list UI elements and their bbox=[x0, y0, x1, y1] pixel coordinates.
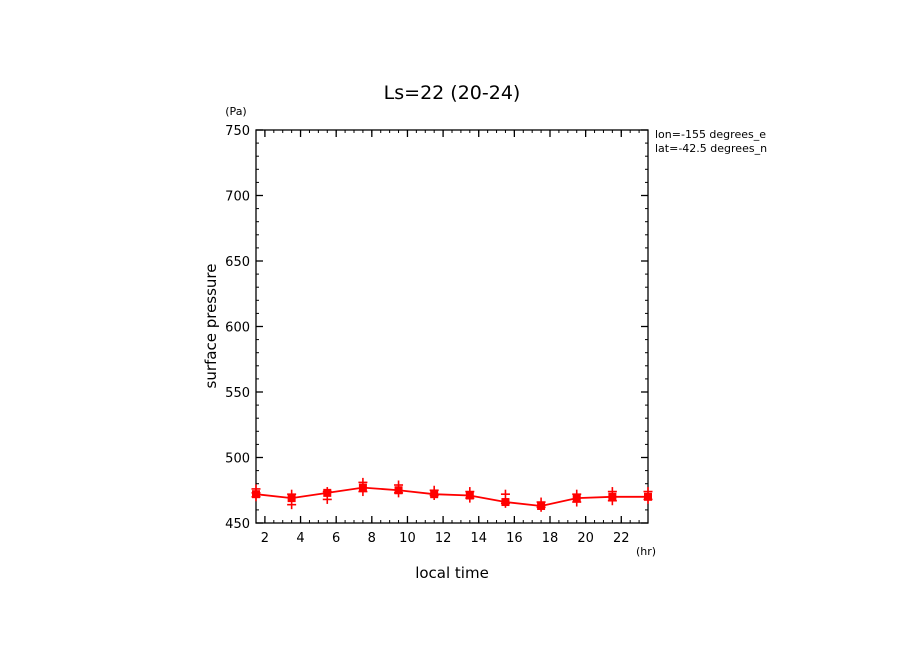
sample-plus-marker bbox=[643, 494, 653, 504]
x-tick-label: 22 bbox=[613, 531, 630, 546]
sample-plus-marker bbox=[358, 487, 368, 497]
x-tick-label: 6 bbox=[332, 531, 340, 546]
sample-plus-marker bbox=[358, 477, 368, 487]
x-tick-label: 10 bbox=[399, 531, 416, 546]
y-tick-label: 700 bbox=[225, 190, 250, 205]
y-tick-label: 450 bbox=[225, 517, 250, 532]
sample-plus-marker bbox=[536, 502, 546, 512]
sample-plus-marker bbox=[607, 496, 617, 506]
x-axis-label: local time bbox=[415, 564, 489, 582]
chart-title: Ls=22 (20-24) bbox=[384, 82, 521, 104]
x-tick-label: 18 bbox=[542, 531, 559, 546]
y-tick-label: 550 bbox=[225, 386, 250, 401]
sample-plus-marker bbox=[394, 488, 404, 498]
y-tick-label: 500 bbox=[225, 452, 250, 467]
y-tick-label: 750 bbox=[225, 124, 250, 139]
y-tick-label: 650 bbox=[225, 255, 250, 270]
sample-plus-marker bbox=[572, 489, 582, 499]
sample-plus-marker bbox=[607, 487, 617, 497]
sample-plus-marker bbox=[643, 487, 653, 497]
x-unit-label: (hr) bbox=[636, 545, 656, 558]
x-tick-label: 14 bbox=[470, 531, 487, 546]
x-tick-label: 4 bbox=[296, 531, 304, 546]
plot-frame bbox=[255, 129, 649, 524]
sample-plus-marker bbox=[500, 489, 510, 499]
y-unit-label: (Pa) bbox=[225, 105, 246, 118]
sample-plus-marker bbox=[251, 488, 261, 498]
x-tick-label: 8 bbox=[368, 531, 376, 546]
sample-plus-marker bbox=[394, 480, 404, 490]
x-tick-label: 2 bbox=[261, 531, 269, 546]
sample-plus-marker bbox=[322, 494, 332, 504]
sample-plus-marker bbox=[322, 487, 332, 497]
series-line bbox=[255, 486, 648, 507]
axis-ticks bbox=[256, 129, 649, 524]
y-axis-label: surface pressure bbox=[202, 264, 220, 389]
sample-plus-marker bbox=[287, 500, 297, 510]
x-tick-label: 16 bbox=[506, 531, 523, 546]
sample-plus-marker bbox=[500, 498, 510, 508]
lat-annotation: lat=-42.5 degrees_n bbox=[655, 142, 767, 155]
x-tick-label: 20 bbox=[577, 531, 594, 546]
tick-labels: 450 500 550 600 650 700 750 2 4 6 8 10 12 14 16 18 20 22 bbox=[225, 124, 629, 546]
sample-plus-marker bbox=[429, 490, 439, 500]
y-tick-label: 600 bbox=[225, 321, 250, 336]
lon-annotation: lon=-155 degrees_e bbox=[655, 128, 766, 141]
sample-plus-marker bbox=[465, 493, 475, 503]
x-tick-label: 12 bbox=[435, 531, 452, 546]
sample-plus-marker bbox=[287, 489, 297, 499]
series-layer bbox=[251, 477, 653, 512]
sample-plus-marker bbox=[572, 497, 582, 507]
